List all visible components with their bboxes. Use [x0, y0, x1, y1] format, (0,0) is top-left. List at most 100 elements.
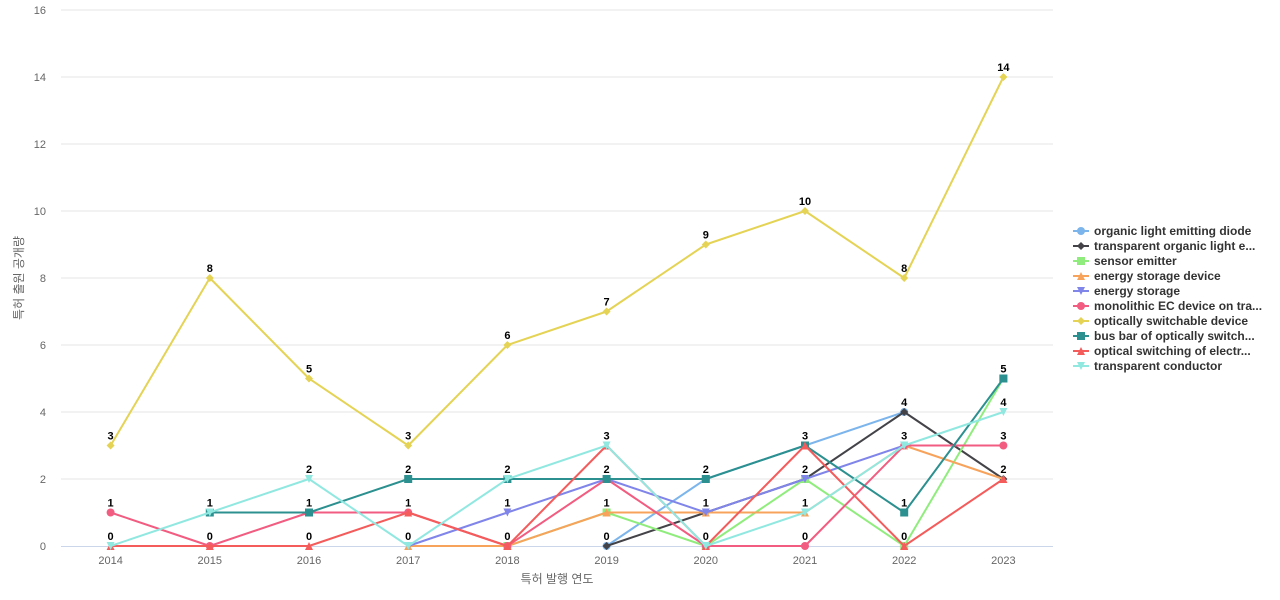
- data-label: 1: [306, 498, 312, 510]
- x-tick-label: 2018: [495, 555, 519, 567]
- data-label: 4: [1000, 397, 1007, 409]
- gridlines: [61, 9, 1053, 480]
- y-tick-label: 10: [34, 206, 46, 218]
- y-tick-label: 16: [34, 5, 46, 17]
- y-tick-label: 2: [40, 474, 46, 486]
- data-point: [900, 408, 909, 416]
- data-point: [205, 274, 214, 282]
- legend-marker: [1077, 332, 1085, 340]
- data-point: [701, 542, 710, 550]
- legend-item[interactable]: bus bar of optically switch...: [1073, 329, 1255, 343]
- data-label: 0: [207, 531, 213, 543]
- legend-item[interactable]: monolithic EC device on tra...: [1073, 299, 1262, 313]
- data-point: [602, 441, 611, 450]
- data-label: 2: [405, 464, 411, 476]
- data-label: 0: [604, 531, 610, 543]
- y-tick-label: 14: [34, 72, 46, 84]
- data-label: 3: [901, 431, 907, 443]
- legend-marker: [1077, 242, 1085, 250]
- data-label: 1: [504, 498, 510, 510]
- data-label: 1: [802, 498, 808, 510]
- legend-item[interactable]: transparent organic light e...: [1073, 239, 1255, 253]
- legend-marker: [1077, 257, 1085, 265]
- data-point: [602, 475, 611, 483]
- data-label: 1: [108, 498, 114, 510]
- series-8: [106, 441, 1008, 550]
- legend-label: sensor emitter: [1094, 254, 1177, 268]
- data-point: [404, 441, 413, 450]
- data-label: 0: [306, 531, 312, 543]
- x-tick-label: 2019: [594, 555, 618, 567]
- data-point: [801, 207, 809, 215]
- data-label: 1: [703, 498, 709, 510]
- legend-item[interactable]: optical switching of electr...: [1073, 344, 1251, 358]
- legend-item[interactable]: organic light emitting diode: [1073, 224, 1252, 238]
- data-labels: 3108105210321062107321092101032108431014…: [108, 62, 1011, 543]
- data-point: [404, 542, 413, 550]
- data-point: [900, 542, 909, 550]
- x-tick-label: 2023: [991, 555, 1015, 567]
- data-label: 14: [997, 62, 1010, 74]
- data-label: 3: [405, 431, 411, 443]
- legend-label: transparent conductor: [1094, 359, 1222, 373]
- data-point: [999, 374, 1008, 383]
- y-axis-title: 특허 출원 공개량: [12, 236, 26, 320]
- data-label: 10: [799, 196, 811, 208]
- data-point: [106, 441, 115, 450]
- legend-item[interactable]: optically switchable device: [1073, 314, 1248, 328]
- data-point: [701, 240, 710, 249]
- data-point: [900, 508, 909, 517]
- legend-marker: [1077, 287, 1085, 295]
- data-point: [999, 73, 1008, 81]
- data-point: [305, 374, 313, 383]
- legend-item[interactable]: sensor emitter: [1073, 254, 1177, 268]
- data-label: 2: [604, 464, 610, 476]
- legend-item[interactable]: transparent conductor: [1073, 359, 1222, 373]
- legend-marker: [1077, 317, 1085, 325]
- data-point: [900, 441, 909, 450]
- data-label: 5: [306, 364, 312, 376]
- data-point: [900, 274, 909, 282]
- data-label: 3: [108, 431, 114, 443]
- data-label: 8: [207, 263, 213, 275]
- data-point: [999, 408, 1008, 416]
- x-tick-label: 2022: [892, 555, 916, 567]
- data-label: 3: [802, 431, 808, 443]
- data-point: [701, 508, 710, 517]
- data-point: [106, 508, 115, 517]
- x-tick-label: 2021: [793, 555, 817, 567]
- data-label: 1: [604, 498, 610, 510]
- data-point: [801, 508, 809, 517]
- data-point: [503, 508, 512, 517]
- legend-item[interactable]: energy storage device: [1073, 269, 1221, 283]
- data-label: 3: [604, 431, 610, 443]
- data-point: [503, 542, 512, 550]
- legend-marker: [1077, 272, 1085, 280]
- data-label: 5: [1000, 364, 1006, 376]
- data-point: [205, 508, 214, 517]
- data-point: [999, 475, 1008, 483]
- data-point: [503, 341, 512, 349]
- data-point: [205, 542, 214, 550]
- data-point: [801, 441, 809, 450]
- y-tick-label: 12: [34, 139, 46, 151]
- data-point: [305, 508, 313, 517]
- data-label: 6: [504, 330, 510, 342]
- data-label: 0: [802, 531, 808, 543]
- data-label: 2: [802, 464, 808, 476]
- data-label: 9: [703, 230, 709, 242]
- data-point: [801, 542, 809, 550]
- series-lines: [106, 73, 1008, 550]
- legend-label: bus bar of optically switch...: [1094, 329, 1255, 343]
- series-line: [110, 444, 1004, 547]
- series-6: [106, 73, 1008, 450]
- data-point: [999, 441, 1008, 450]
- data-label: 2: [504, 464, 510, 476]
- data-point: [801, 475, 809, 483]
- data-label: 0: [405, 531, 411, 543]
- legend-label: transparent organic light e...: [1094, 239, 1255, 253]
- legend-item[interactable]: energy storage: [1073, 284, 1180, 298]
- y-tick-label: 0: [40, 541, 46, 553]
- data-label: 1: [901, 498, 907, 510]
